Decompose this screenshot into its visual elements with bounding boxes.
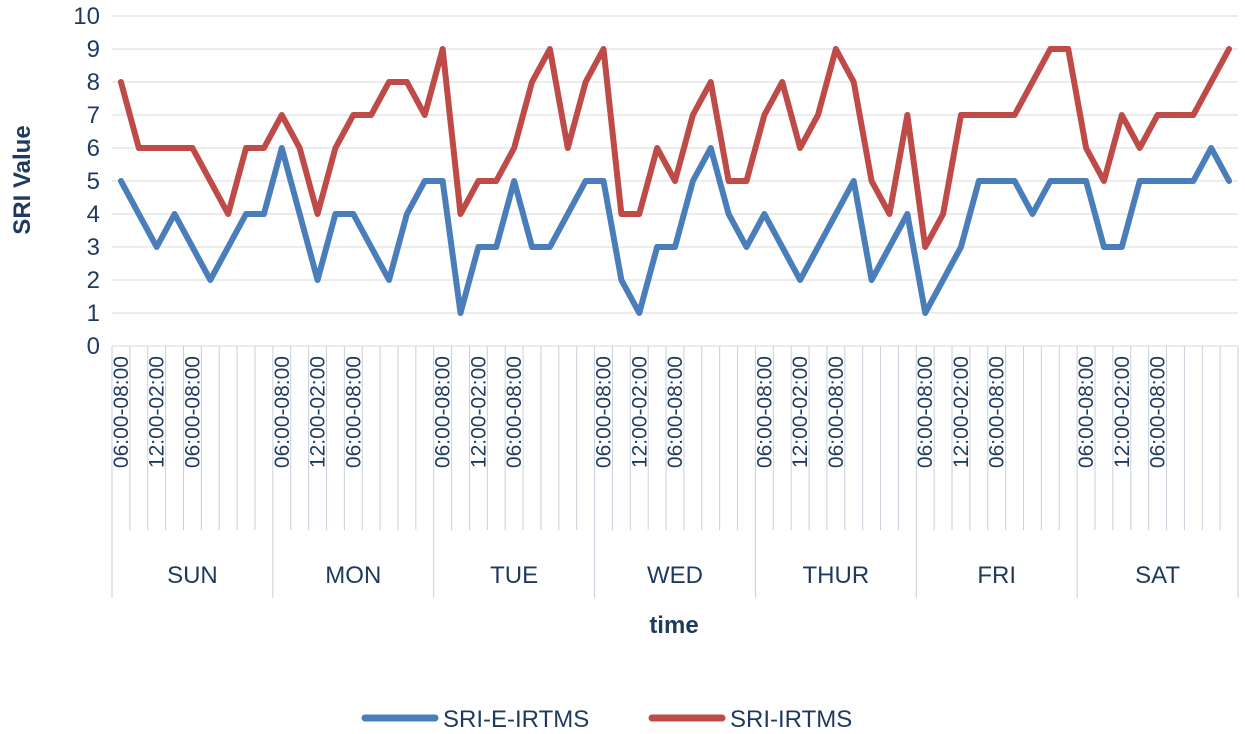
y-tick-label: 9	[87, 36, 100, 63]
x-tick-label: 12:00-02:00	[1111, 356, 1134, 468]
y-tick-label: 0	[87, 333, 100, 360]
x-tick-label: 12:00-02:00	[950, 356, 973, 468]
x-tick-label: 06:00-08:00	[342, 356, 365, 468]
x-tick-label: 06:00-08:00	[593, 356, 616, 468]
x-tick-label: 12:00-02:00	[307, 356, 330, 468]
legend-label: SRI-E-IRTMS	[443, 706, 589, 733]
x-axis: 06:00-08:00 12:00-02:00 06:00-08:00 SUN 06:0…	[110, 346, 1239, 598]
x-axis-title: time	[649, 612, 698, 639]
y-tick-label: 2	[87, 267, 100, 294]
x-tick-label: 06:00-08:00	[110, 356, 133, 468]
y-tick-labels: 0 1 2 3 4 5 6 7 8 9 10	[73, 3, 100, 360]
x-tick-label: 12:00-02:00	[146, 356, 169, 468]
legend-item-sri-irtms[interactable]: SRI-IRTMS	[648, 706, 852, 733]
day-label-mon: MON	[325, 562, 381, 589]
series-line-sri-irtms	[117, 46, 1233, 250]
x-tick-label: 12:00-02:00	[467, 356, 490, 468]
x-tick-label: 06:00-08:00	[914, 356, 937, 468]
x-tick-label: 06:00-08:00	[753, 356, 776, 468]
y-tick-label: 4	[87, 201, 100, 228]
x-tick-label: 06:00-08:00	[181, 356, 204, 468]
y-axis-title: SRI Value	[9, 125, 36, 234]
x-tick-label: 12:00-02:00	[789, 356, 812, 468]
x-tick-label: 06:00-08:00	[664, 356, 687, 468]
x-tick-label: 06:00-08:00	[432, 356, 455, 468]
day-label-thur: THUR	[803, 562, 870, 589]
day-label-sat: SAT	[1135, 562, 1180, 589]
y-tick-label: 10	[73, 3, 100, 30]
x-tick-label: 06:00-08:00	[271, 356, 294, 468]
y-tick-label: 3	[87, 234, 100, 261]
series-lines	[117, 46, 1233, 316]
y-tick-label: 6	[87, 135, 100, 162]
y-tick-label: 7	[87, 102, 100, 129]
y-tick-label: 5	[87, 168, 100, 195]
y-tick-label: 8	[87, 69, 100, 96]
legend-label: SRI-IRTMS	[730, 706, 852, 733]
x-tick-label: 06:00-08:00	[1147, 356, 1170, 468]
series-line-sri-e-irtms	[117, 145, 1233, 316]
y-tick-label: 1	[87, 300, 100, 327]
day-label-fri: FRI	[977, 562, 1016, 589]
x-tick-label: 06:00-08:00	[825, 356, 848, 468]
x-tick-label: 06:00-08:00	[503, 356, 526, 468]
x-tick-label: 06:00-08:00	[1075, 356, 1098, 468]
day-label-tue: TUE	[490, 562, 538, 589]
x-tick-label: 06:00-08:00	[986, 356, 1009, 468]
day-label-wed: WED	[647, 562, 703, 589]
legend-item-sri-e-irtms[interactable]: SRI-E-IRTMS	[361, 706, 589, 733]
legend[interactable]: SRI-E-IRTMS SRI-IRTMS	[361, 706, 852, 733]
day-label-sun: SUN	[167, 562, 218, 589]
x-tick-label: 12:00-02:00	[628, 356, 651, 468]
